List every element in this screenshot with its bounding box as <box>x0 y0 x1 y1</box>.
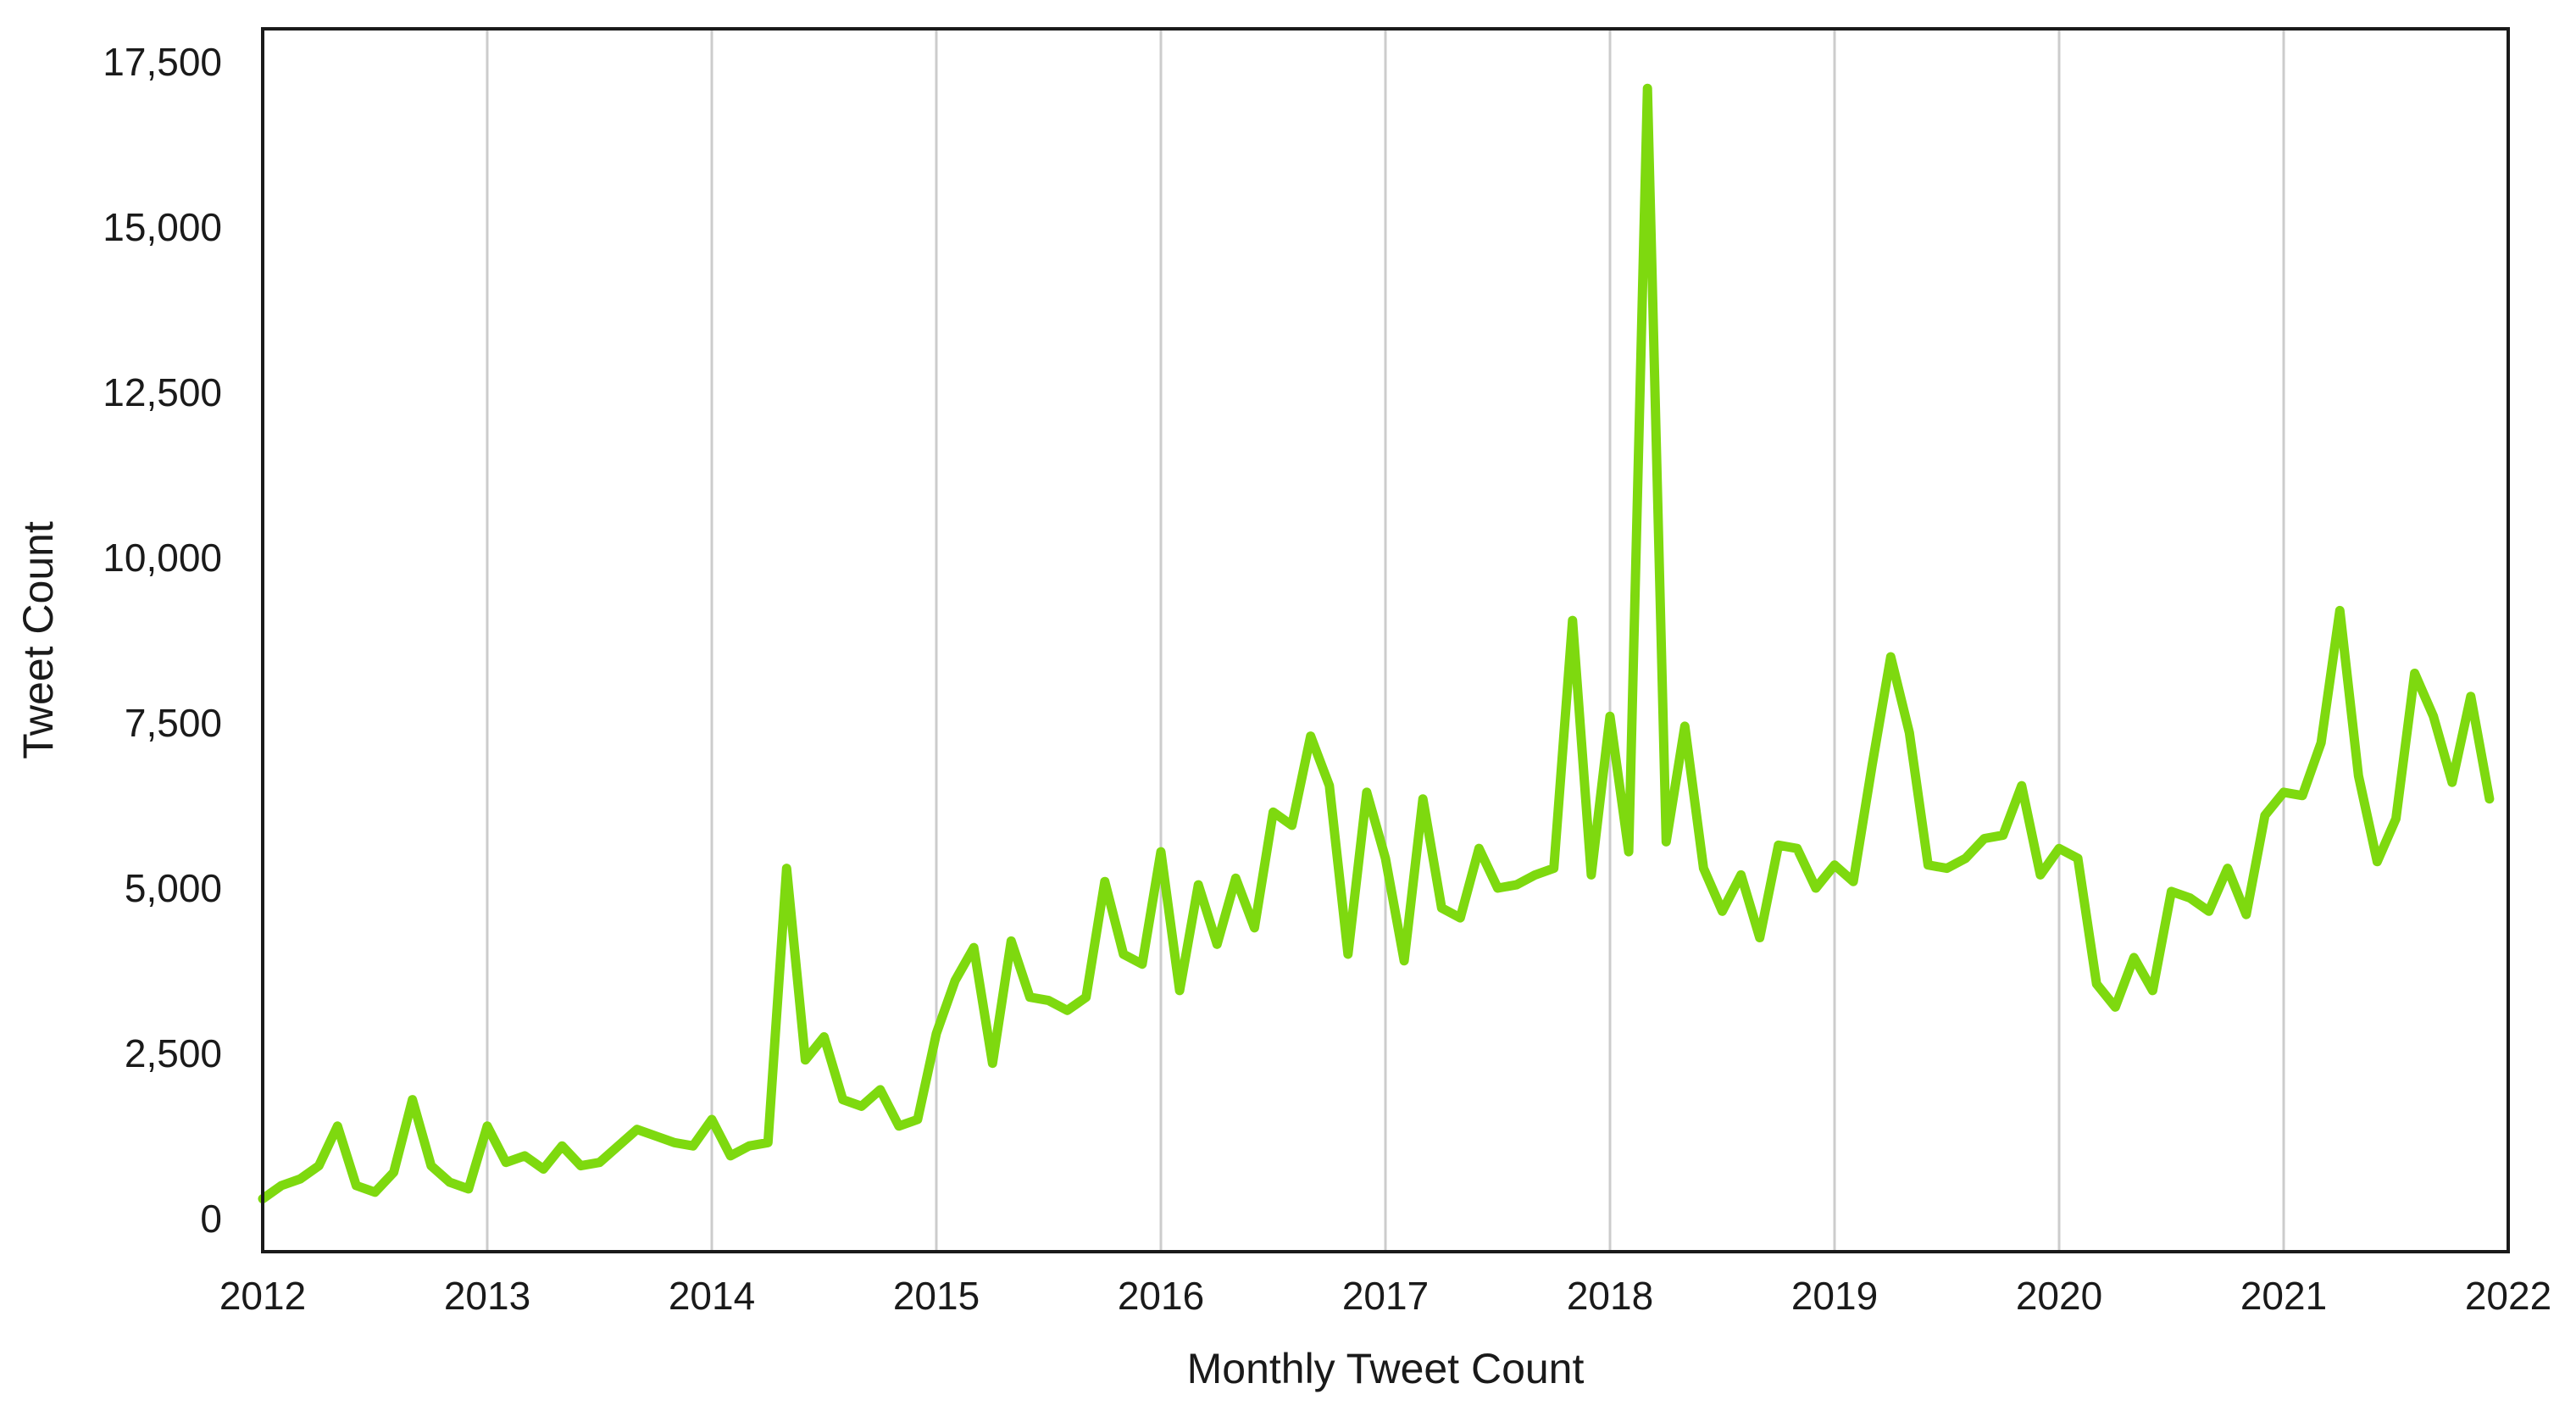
x-tick-label-2022: 2022 <box>2465 1274 2551 1318</box>
y-tick-label-12500: 12,500 <box>103 370 222 414</box>
series-line <box>258 83 2495 1204</box>
x-tick-label-2020: 2020 <box>2016 1274 2102 1318</box>
plot-frame <box>261 27 2510 1253</box>
x-tick-label-2017: 2017 <box>1342 1274 1429 1318</box>
x-tick-label-2019: 2019 <box>1791 1274 1878 1318</box>
series-line-layer <box>258 83 2495 1204</box>
y-tick-label-10000: 10,000 <box>103 536 222 580</box>
x-tick-label-2013: 2013 <box>444 1274 530 1318</box>
x-tick-label-2015: 2015 <box>893 1274 980 1318</box>
y-tick-label-5000: 5,000 <box>125 866 222 910</box>
y-tick-label-17500: 17,500 <box>103 40 222 84</box>
vertical-gridlines <box>486 29 2285 1252</box>
x-tick-labels: 2012 2013 2014 2015 2016 2017 2018 2019 2020 2021… <box>219 1274 2551 1318</box>
x-tick-label-2021: 2021 <box>2240 1274 2327 1318</box>
x-tick-label-2018: 2018 <box>1567 1274 1653 1318</box>
y-tick-label-0: 0 <box>200 1197 222 1241</box>
y-tick-label-2500: 2,500 <box>125 1031 222 1075</box>
x-tick-label-2012: 2012 <box>219 1274 306 1318</box>
x-tick-label-2016: 2016 <box>1118 1274 1204 1318</box>
y-tick-labels: 0 2,500 5,000 7,500 10,000 12,500 15,000 17,500 <box>103 40 222 1241</box>
y-axis-label: Tweet Count <box>14 521 62 759</box>
y-tick-label-7500: 7,500 <box>125 701 222 745</box>
x-tick-label-2014: 2014 <box>669 1274 755 1318</box>
x-axis-label: Monthly Tweet Count <box>1187 1345 1585 1392</box>
y-tick-label-15000: 15,000 <box>103 205 222 249</box>
